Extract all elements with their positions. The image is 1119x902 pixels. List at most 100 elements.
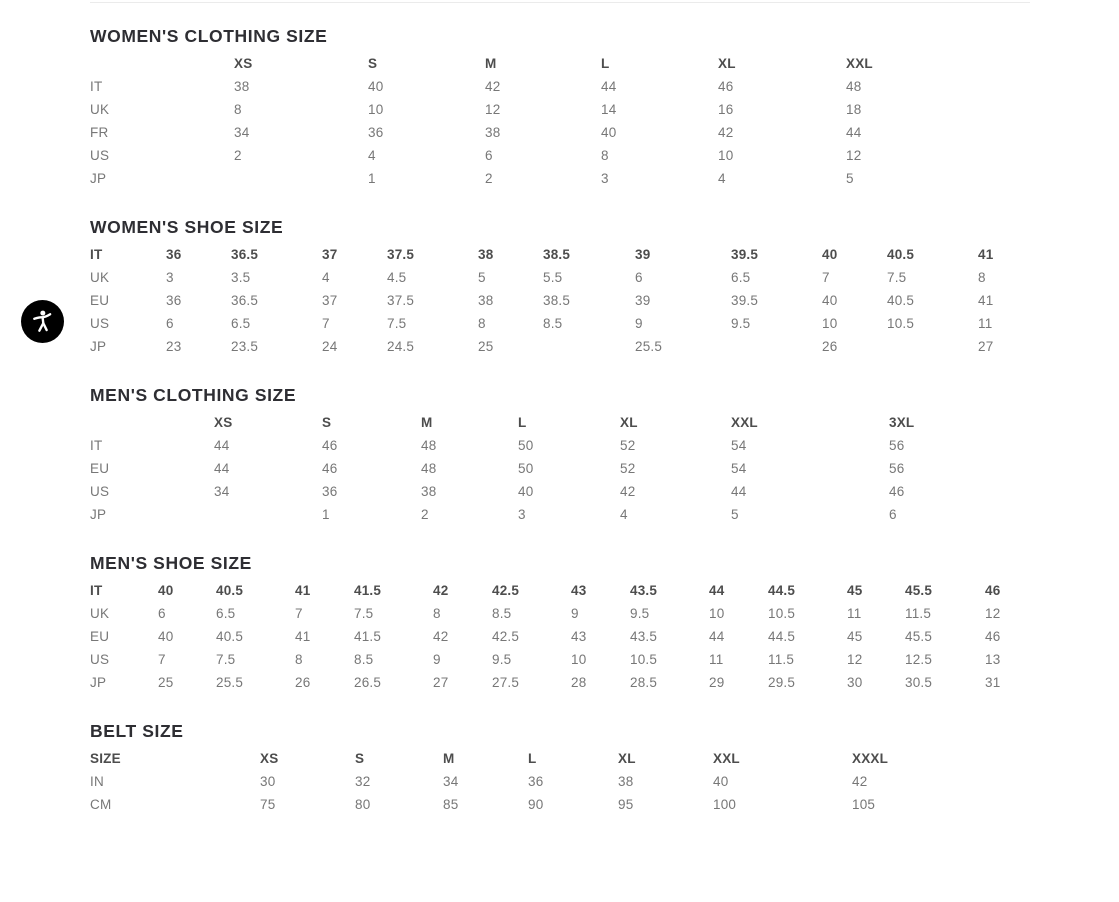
- size-cell: 52: [620, 438, 636, 453]
- size-cell: 46: [718, 79, 734, 94]
- size-cell: 40: [601, 125, 617, 140]
- size-cell: 34: [234, 125, 250, 140]
- column-header: 46: [985, 583, 1001, 598]
- column-header: XL: [718, 56, 736, 71]
- size-cell: 10.5: [887, 316, 915, 331]
- row-label: EU: [90, 629, 110, 644]
- column-header: IT: [90, 247, 103, 262]
- column-header: XL: [620, 415, 638, 430]
- accessibility-widget-button[interactable]: [21, 300, 64, 343]
- size-cell: 85: [443, 797, 459, 812]
- size-cell: 6: [166, 316, 174, 331]
- column-header: XS: [214, 415, 233, 430]
- size-cell: 27: [978, 339, 994, 354]
- header-row: SIZE XS S M L XL XXL XXXL: [90, 747, 1030, 770]
- size-cell: 10.5: [630, 652, 658, 667]
- size-cell: 12: [847, 652, 863, 667]
- section-womens-clothing-size: WOMEN'S CLOTHING SIZE XS S M L XL XXL IT 38 40 42 4…: [90, 27, 1030, 190]
- column-header: 40.5: [216, 583, 244, 598]
- size-cell: 26: [822, 339, 838, 354]
- table-row: EU 44 46 48 50 52 54 56: [90, 457, 1030, 480]
- row-label: JP: [90, 675, 107, 690]
- size-cell: 36: [322, 484, 338, 499]
- size-cell: 8: [295, 652, 303, 667]
- size-cell: 38: [421, 484, 437, 499]
- size-cell: 8: [978, 270, 986, 285]
- size-cell: 24: [322, 339, 338, 354]
- column-header: 40: [158, 583, 174, 598]
- table-row: UK 6 6.5 7 7.5 8 8.5 9 9.5 10 10.5 11 11.5 12: [90, 602, 1030, 625]
- size-cell: [887, 335, 978, 358]
- size-cell: 44: [846, 125, 862, 140]
- row-label: FR: [90, 125, 109, 140]
- size-cell: 11: [847, 606, 862, 621]
- size-cell: 10.5: [768, 606, 796, 621]
- size-cell: 5: [478, 270, 486, 285]
- size-cell: 38.5: [543, 293, 571, 308]
- table-row: US 2 4 6 8 10 12: [90, 144, 1030, 167]
- size-cell: 37.5: [387, 293, 415, 308]
- size-cell: 23: [166, 339, 182, 354]
- column-header: [90, 52, 234, 75]
- row-label: UK: [90, 102, 110, 117]
- size-cell: 40.5: [887, 293, 915, 308]
- table-row: EU 36 36.5 37 37.5 38 38.5 39 39.5 40 40.5 41: [90, 289, 1030, 312]
- table-row: US 6 6.5 7 7.5 8 8.5 9 9.5 10 10.5 11: [90, 312, 1030, 335]
- size-cell: 48: [846, 79, 862, 94]
- table-row: IT 38 40 42 44 46 48: [90, 75, 1030, 98]
- size-cell: 9: [571, 606, 579, 621]
- size-cell: 5.5: [543, 270, 563, 285]
- size-cell: 30.5: [905, 675, 933, 690]
- size-cell: 7: [322, 316, 330, 331]
- section-title-womens-shoe-size: WOMEN'S SHOE SIZE: [90, 217, 284, 237]
- row-label: JP: [90, 339, 107, 354]
- size-cell: 23.5: [231, 339, 259, 354]
- size-cell: 40: [713, 774, 729, 789]
- section-mens-shoe-size: MEN'S SHOE SIZE IT 40 40.5 41 41.5 42 42.5 43 43.…: [90, 554, 1030, 694]
- size-cell: 9.5: [630, 606, 650, 621]
- column-header: 40.5: [887, 247, 915, 262]
- column-header: S: [322, 415, 332, 430]
- size-cell: 52: [620, 461, 636, 476]
- size-cell: 100: [713, 797, 737, 812]
- table-row: UK 3 3.5 4 4.5 5 5.5 6 6.5 7 7.5 8: [90, 266, 1030, 289]
- size-cell: [214, 503, 322, 526]
- size-cell: 42.5: [492, 629, 520, 644]
- size-cell: 7: [158, 652, 166, 667]
- size-cell: 25.5: [635, 339, 663, 354]
- column-header: IT: [90, 583, 103, 598]
- size-cell: 40: [368, 79, 384, 94]
- size-guide-content: WOMEN'S CLOTHING SIZE XS S M L XL XXL IT 38 40 42 4…: [90, 2, 1030, 816]
- column-header: XL: [618, 751, 636, 766]
- size-cell: 36: [368, 125, 384, 140]
- size-cell: 34: [443, 774, 459, 789]
- size-cell: 54: [731, 438, 747, 453]
- size-cell: 29: [709, 675, 725, 690]
- size-cell: 37: [322, 293, 338, 308]
- row-label: US: [90, 316, 110, 331]
- column-header: 39.5: [731, 247, 759, 262]
- size-cell: 7: [295, 606, 303, 621]
- column-header: 41.5: [354, 583, 382, 598]
- size-cell: 32: [355, 774, 371, 789]
- table-row: JP 23 23.5 24 24.5 25 25.5 26 27: [90, 335, 1030, 358]
- table-row: CM 75 80 85 90 95 100 105: [90, 793, 1030, 816]
- womens-shoe-size-table: IT 36 36.5 37 37.5 38 38.5 39 39.5 40 40.5 41 UK 3 3.5…: [90, 243, 1030, 358]
- header-row: XS S M L XL XXL 3XL: [90, 411, 1030, 434]
- size-cell: 40.5: [216, 629, 244, 644]
- size-cell: 7: [822, 270, 830, 285]
- size-cell: 75: [260, 797, 276, 812]
- size-cell: 44: [709, 629, 725, 644]
- size-cell: 56: [889, 438, 905, 453]
- column-header: 37.5: [387, 247, 415, 262]
- size-cell: 11.5: [905, 606, 932, 621]
- size-cell: 4: [368, 148, 376, 163]
- column-header: S: [355, 751, 365, 766]
- size-cell: 10: [822, 316, 838, 331]
- size-cell: 7.5: [387, 316, 407, 331]
- size-cell: 7.5: [216, 652, 236, 667]
- size-cell: 105: [852, 797, 876, 812]
- size-cell: 39.5: [731, 293, 759, 308]
- size-cell: 38: [478, 293, 494, 308]
- section-womens-shoe-size: WOMEN'S SHOE SIZE IT 36 36.5 37 37.5 38 38.5 39 3…: [90, 217, 1030, 358]
